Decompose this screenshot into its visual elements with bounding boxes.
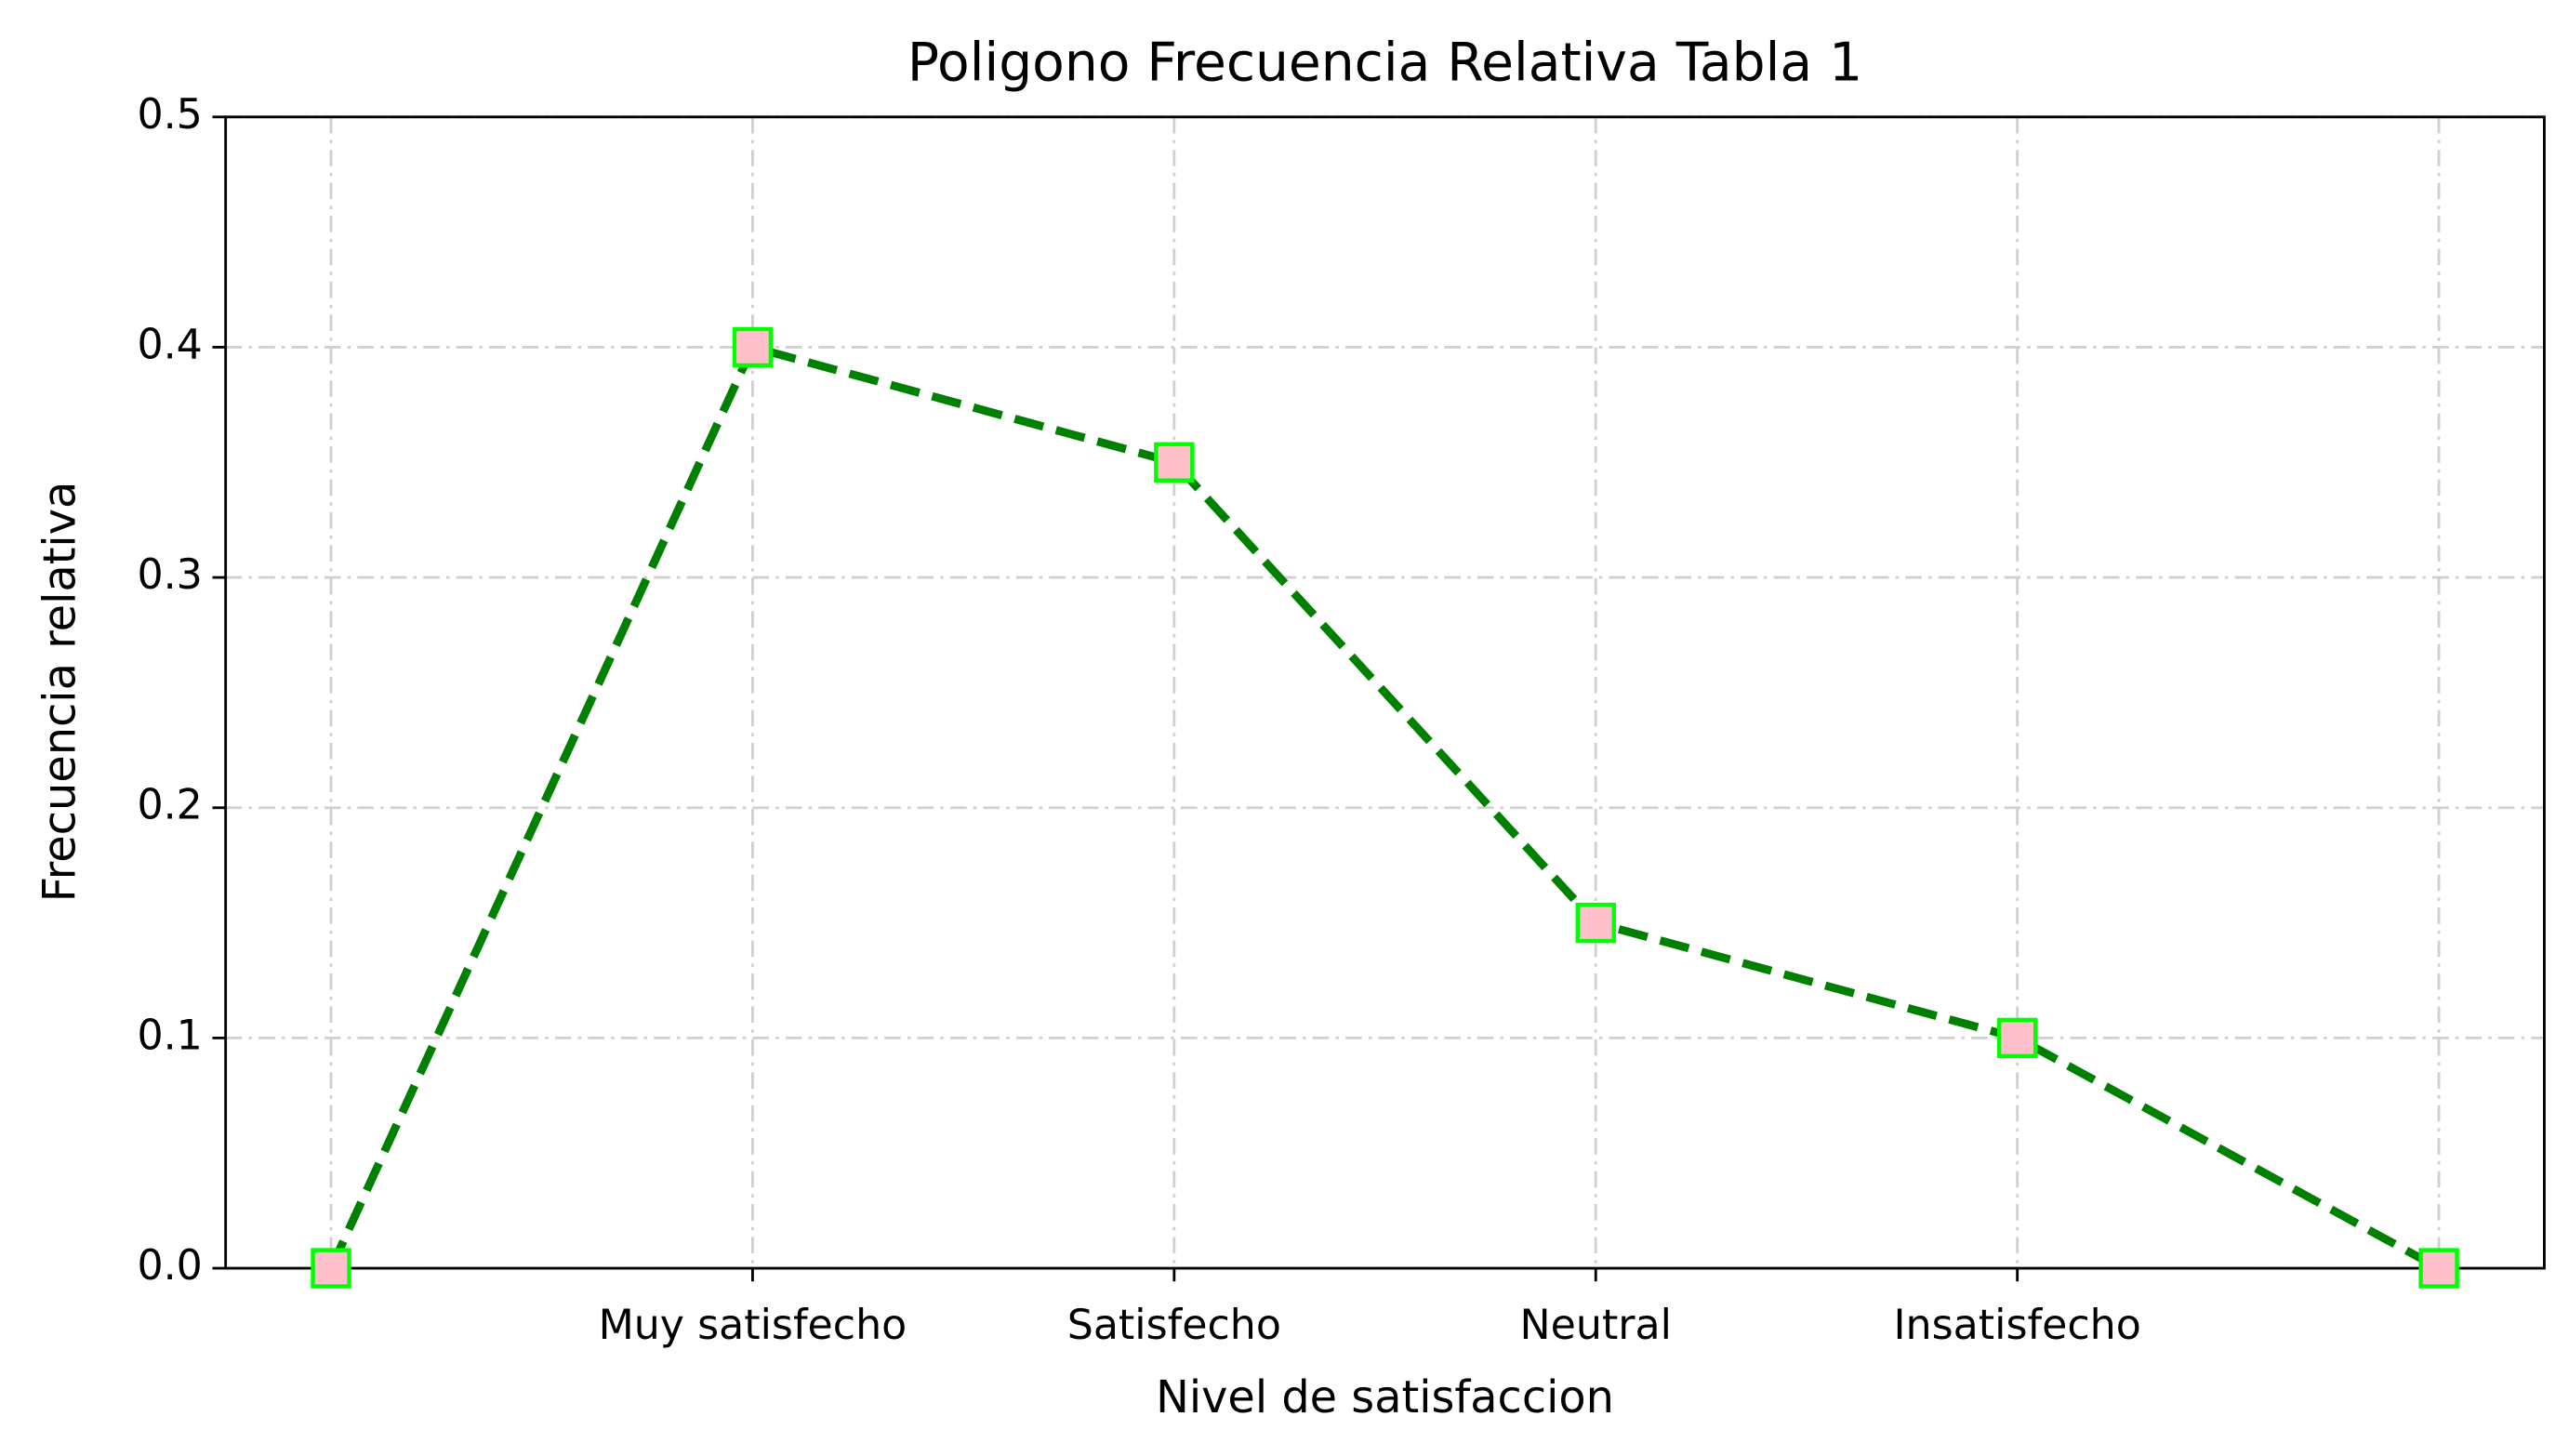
y-tick-label: 0.1	[137, 1012, 202, 1059]
marker	[1996, 1017, 2038, 1059]
x-axis-label: Nivel de satisfaccion	[1156, 1372, 1614, 1423]
line	[326, 342, 2442, 1272]
x-tick-label: Satisfecho	[1067, 1302, 1281, 1349]
x-tick-label: Neutral	[1520, 1302, 1672, 1349]
marker	[1575, 902, 1616, 944]
x-tick-label: Muy satisfecho	[599, 1302, 907, 1349]
y-tick-label: 0.4	[137, 321, 202, 368]
y-tick-label: 0.5	[137, 91, 202, 139]
marker	[311, 1248, 351, 1289]
y-tick-label: 0.3	[137, 551, 202, 599]
marker	[732, 326, 774, 368]
y-axis-label: Frecuencia relativa	[34, 482, 86, 903]
y-tick-label: 0.2	[137, 782, 202, 829]
chart-title: Poligono Frecuencia Relativa Tabla 1	[907, 32, 1862, 93]
x-tick-label: Insatisfecho	[1894, 1302, 2141, 1349]
plot-frame	[224, 115, 2546, 1270]
marker	[1154, 442, 1195, 483]
marker	[2418, 1248, 2459, 1289]
y-tick-label: 0.0	[137, 1242, 202, 1290]
